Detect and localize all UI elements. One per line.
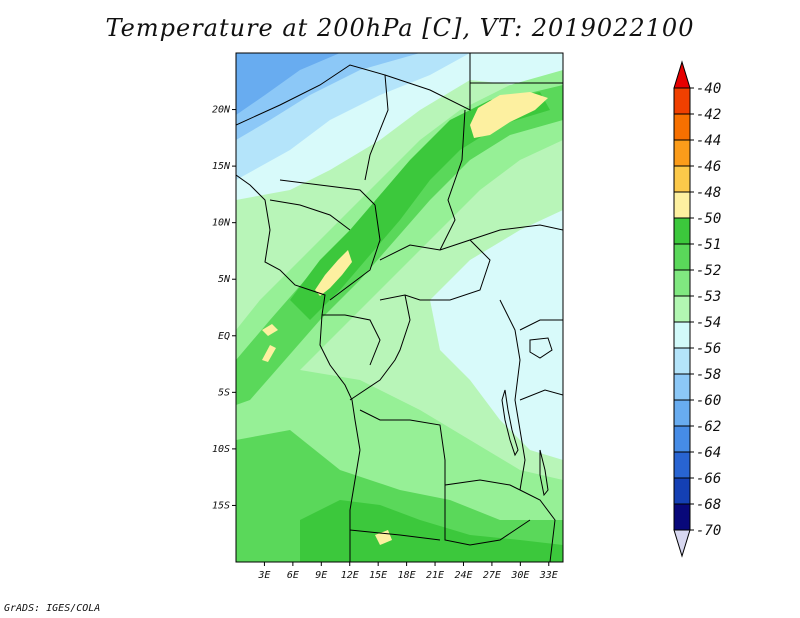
colorbar-swatch xyxy=(673,191,691,219)
colorbar-swatch xyxy=(673,451,691,479)
lon-tick-label: 33E xyxy=(539,570,558,581)
coastline-west-africa xyxy=(236,174,361,451)
colorbar-label: -44 xyxy=(696,133,721,149)
border-car xyxy=(379,239,491,301)
colorbar-swatch xyxy=(673,477,691,505)
lon-tick-label: 24E xyxy=(454,570,472,581)
border-chad-libya xyxy=(384,53,471,111)
lat-tick-label: 15S xyxy=(212,500,230,511)
colorbar-swatch xyxy=(673,373,691,401)
border-angola-namibia xyxy=(349,529,441,541)
lon-tick-label: 15E xyxy=(369,570,387,581)
border-drc-east xyxy=(499,299,526,491)
lat-tick-label: 10N xyxy=(212,218,231,229)
colorbar-label: -66 xyxy=(696,471,721,487)
border-nigeria-cameroon xyxy=(329,204,381,301)
field-band-green-3 xyxy=(290,92,550,320)
colorbar-label: -54 xyxy=(696,315,721,331)
border-drc-north xyxy=(349,294,411,401)
lon-tick-label: 3E xyxy=(257,570,270,581)
field-north-blue-3 xyxy=(236,53,340,115)
field-band-green-1 xyxy=(236,70,563,410)
border-south-sudan xyxy=(469,224,563,241)
field-band-green-2 xyxy=(236,85,563,405)
colorbar-swatch xyxy=(673,87,691,115)
lon-tick-label: 27E xyxy=(483,570,501,581)
lat-tick-label: 5N xyxy=(218,274,231,285)
colorbar-swatch xyxy=(673,113,691,141)
colorbar-swatch xyxy=(673,347,691,375)
colorbar-label: -62 xyxy=(696,419,721,435)
latitude-axis: 20N 15N 10N 5N EQ 5S 10S 15S xyxy=(212,105,236,511)
field-east-cyan xyxy=(430,210,563,460)
colorbar-swatch xyxy=(673,139,691,167)
lat-tick-label: EQ xyxy=(218,331,230,342)
colorbar-label: -42 xyxy=(696,107,721,123)
colorbar-label: -50 xyxy=(696,211,721,227)
map-frame xyxy=(235,52,564,563)
border-kenya-uganda xyxy=(519,319,563,331)
border-gabon-congo xyxy=(322,314,381,366)
border-nigeria-niger xyxy=(279,179,376,206)
colorbar-swatch xyxy=(673,425,691,453)
border-drc-south xyxy=(359,409,521,491)
lat-tick-label: 15N xyxy=(212,161,231,172)
colorbar-label: -53 xyxy=(696,289,721,305)
colorbar-label: -68 xyxy=(696,497,721,513)
lat-tick-label: 5S xyxy=(218,387,230,398)
field-yellow-central xyxy=(315,250,352,296)
lon-tick-label: 30E xyxy=(510,570,529,581)
field-yellow-small-2 xyxy=(262,345,276,362)
longitude-axis: 3E 6E 9E 12E 15E 18E 21E 24E 27E 30E 33E xyxy=(257,562,558,581)
border-sahara xyxy=(236,64,389,181)
lon-tick-label: 21E xyxy=(426,570,444,581)
lake-tanganyika xyxy=(501,389,519,457)
colorbar-top-arrow xyxy=(673,60,691,89)
field-south-green-3 xyxy=(300,500,563,562)
colorbar-swatch xyxy=(673,269,691,297)
lon-tick-label: 6E xyxy=(287,570,299,581)
colorbar-swatch xyxy=(673,503,691,531)
colorbar-label: -58 xyxy=(696,367,721,383)
colorbar-label: -48 xyxy=(696,185,721,201)
colorbar-bottom-arrow xyxy=(673,529,691,558)
colorbar-label: -60 xyxy=(696,393,721,409)
colorbar-label: -64 xyxy=(696,445,721,461)
colorbar-swatch xyxy=(673,243,691,271)
lake-victoria xyxy=(529,337,553,359)
lon-tick-label: 18E xyxy=(398,570,416,581)
plot-title: Temperature at 200hPa [C], VT: 201902210… xyxy=(105,14,695,42)
colorbar-label: -56 xyxy=(696,341,721,357)
colorbar-swatch xyxy=(673,399,691,427)
lat-tick-label: 10S xyxy=(212,444,230,455)
temperature-field xyxy=(236,53,563,562)
colorbar-label: -52 xyxy=(696,263,721,279)
colorbar-label: -46 xyxy=(696,159,721,175)
border-mozambique xyxy=(519,489,556,562)
lake-malawi xyxy=(539,449,549,497)
field-yellow-north xyxy=(470,92,548,138)
colorbar-label: -70 xyxy=(696,523,721,539)
grads-credit: GrADS: IGES/COLA xyxy=(4,603,101,614)
border-tanzania xyxy=(519,389,563,401)
colorbar-swatch xyxy=(673,165,691,193)
border-angola-zambia xyxy=(444,485,531,546)
border-chad-sudan xyxy=(439,109,466,251)
colorbar-swatch xyxy=(673,321,691,349)
border-niger-river xyxy=(269,199,351,231)
colorbar-swatch xyxy=(673,217,691,245)
border-west-angola xyxy=(349,449,361,562)
colorbar-label: -51 xyxy=(696,237,721,253)
colorbar: -40 -42 -44 -46 -48 -50 -51 -52 -53 -54 -56 -58 -60 -… xyxy=(673,60,721,558)
lon-tick-label: 12E xyxy=(341,570,359,581)
borders xyxy=(236,53,563,562)
colorbar-label: -40 xyxy=(696,81,721,97)
lat-tick-label: 20N xyxy=(212,105,231,116)
colorbar-swatch xyxy=(673,295,691,323)
lon-tick-label: 9E xyxy=(315,570,327,581)
field-yellow-small-1 xyxy=(262,324,278,336)
